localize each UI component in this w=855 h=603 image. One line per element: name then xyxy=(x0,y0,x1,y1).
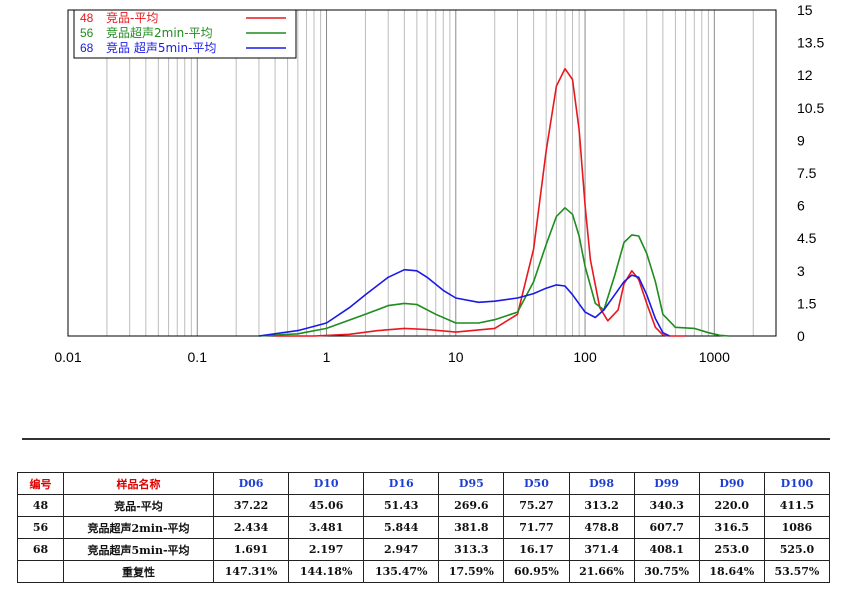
x-tick-label: 0.1 xyxy=(188,349,208,365)
table-cell xyxy=(17,560,64,583)
table-cell: 147.31% xyxy=(212,560,290,583)
y-tick-label: 0 xyxy=(797,328,805,344)
table-header-cell: D10 xyxy=(288,472,365,495)
table-header-row: 编号 样品名称 D06 D10 D16 D95 D50 D98 D99 D90 D100 xyxy=(17,472,831,495)
table-cell: 144.18% xyxy=(288,560,365,583)
table-row: 68 竞品超声5min-平均 1.691 2.197 2.947 313.3 16.17 37… xyxy=(17,538,831,561)
table-cell: 1086 xyxy=(763,516,831,539)
table-cell: 16.17 xyxy=(503,538,570,561)
table-row: 56 竞品超声2min-平均 2.434 3.481 5.844 381.8 71.77 47… xyxy=(17,516,831,539)
y-tick-label: 1.5 xyxy=(797,295,817,311)
table-cell: 478.8 xyxy=(568,516,635,539)
separator-line xyxy=(22,438,830,440)
legend-id: 56 xyxy=(80,26,94,40)
table-cell: 竞品-平均 xyxy=(63,494,214,517)
table-header-cell: 样品名称 xyxy=(63,472,214,495)
table-cell: 71.77 xyxy=(503,516,570,539)
series-line-56 xyxy=(258,207,730,337)
table-cell: 18.64% xyxy=(698,560,765,583)
plot-frame xyxy=(67,9,777,337)
table-cell: 411.5 xyxy=(763,494,831,517)
table-cell: 220.0 xyxy=(698,494,765,517)
legend-label: 竞品超声2min-平均 xyxy=(106,25,213,40)
y-tick-label: 4.5 xyxy=(797,230,817,246)
table-cell: 135.47% xyxy=(363,560,440,583)
table-cell: 253.0 xyxy=(698,538,765,561)
table-cell: 408.1 xyxy=(633,538,700,561)
table-cell: 525.0 xyxy=(763,538,831,561)
table-cell: 竞品超声2min-平均 xyxy=(63,516,214,539)
y-tick-label: 7.5 xyxy=(797,165,817,181)
table-cell: 56 xyxy=(17,516,64,539)
x-tick-label: 0.01 xyxy=(54,349,81,365)
table-row: 重复性 147.31% 144.18% 135.47% 17.59% 60.95% 21.6… xyxy=(17,560,831,583)
table-header-cell: D95 xyxy=(438,472,505,495)
y-tick-label: 9 xyxy=(797,132,805,148)
table-cell: 340.3 xyxy=(633,494,700,517)
table-cell: 53.57% xyxy=(763,560,831,583)
legend-id: 68 xyxy=(80,41,94,55)
y-tick-label: 10.5 xyxy=(797,100,824,116)
table-cell: 2.947 xyxy=(363,538,440,561)
y-tick-label: 6 xyxy=(797,198,805,214)
table-cell: 48 xyxy=(17,494,64,517)
table-cell: 68 xyxy=(17,538,64,561)
table-cell: 60.95% xyxy=(503,560,570,583)
table-header-cell: D100 xyxy=(763,472,831,495)
table-cell: 21.66% xyxy=(568,560,635,583)
table-cell: 316.5 xyxy=(698,516,765,539)
series-line-68 xyxy=(258,268,670,337)
table-cell: 45.06 xyxy=(288,494,365,517)
legend-label: 竞品 超声5min-平均 xyxy=(106,40,216,55)
x-axis-ticks: 0.01 0.1 1 10 100 1000 xyxy=(54,349,730,365)
y-tick-label: 13.5 xyxy=(797,35,824,51)
table-cell: 313.3 xyxy=(438,538,505,561)
legend-id: 48 xyxy=(80,11,94,25)
chart-grid xyxy=(106,10,754,336)
y-tick-label: 12 xyxy=(797,67,813,83)
table-header-cell: D50 xyxy=(503,472,570,495)
chart-series xyxy=(258,67,730,337)
table-cell: 37.22 xyxy=(212,494,290,517)
table-header-cell: D99 xyxy=(633,472,700,495)
results-table: 编号 样品名称 D06 D10 D16 D95 D50 D98 D99 D90 D100 48 竞品-… xyxy=(17,472,831,583)
x-tick-label: 100 xyxy=(573,349,597,365)
table-row: 48 竞品-平均 37.22 45.06 51.43 269.6 75.27 313.2 340… xyxy=(17,494,831,517)
table-cell: 607.7 xyxy=(633,516,700,539)
table-cell: 30.75% xyxy=(633,560,700,583)
y-tick-label: 15 xyxy=(797,2,813,18)
table-cell: 51.43 xyxy=(363,494,440,517)
table-cell: 3.481 xyxy=(288,516,365,539)
table-cell: 5.844 xyxy=(363,516,440,539)
table-header-cell: D90 xyxy=(698,472,765,495)
table-cell: 381.8 xyxy=(438,516,505,539)
table-cell: 371.4 xyxy=(568,538,635,561)
table-header-cell: D06 xyxy=(212,472,290,495)
x-tick-label: 1 xyxy=(323,349,331,365)
table-cell: 17.59% xyxy=(438,560,505,583)
table-header-cell: 编号 xyxy=(17,472,64,495)
chart-legend: 48 竞品-平均 56 竞品超声2min-平均 68 竞品 超声5min-平均 xyxy=(73,9,297,59)
table-cell: 2.197 xyxy=(288,538,365,561)
table-cell: 75.27 xyxy=(503,494,570,517)
table-cell: 竞品超声5min-平均 xyxy=(63,538,214,561)
particle-size-chart: 0.01 0.1 1 10 100 1000 0 1.5 3 4.5 6 7.5 9 10.5 12 13.… xyxy=(54,2,824,365)
table-cell: 269.6 xyxy=(438,494,505,517)
table-cell: 重复性 xyxy=(63,560,214,583)
y-tick-label: 3 xyxy=(797,263,805,279)
table-body: 48 竞品-平均 37.22 45.06 51.43 269.6 75.27 313.2 340… xyxy=(17,494,831,583)
legend-label: 竞品-平均 xyxy=(106,11,158,25)
table-cell: 1.691 xyxy=(212,538,290,561)
table-cell: 2.434 xyxy=(212,516,290,539)
series-line-48 xyxy=(275,67,686,337)
y-axis-ticks: 0 1.5 3 4.5 6 7.5 9 10.5 12 13.5 15 xyxy=(797,2,824,344)
x-tick-label: 1000 xyxy=(699,349,730,365)
x-tick-label: 10 xyxy=(448,349,464,365)
table-cell: 313.2 xyxy=(568,494,635,517)
table-header-cell: D98 xyxy=(568,472,635,495)
table-header-cell: D16 xyxy=(363,472,440,495)
